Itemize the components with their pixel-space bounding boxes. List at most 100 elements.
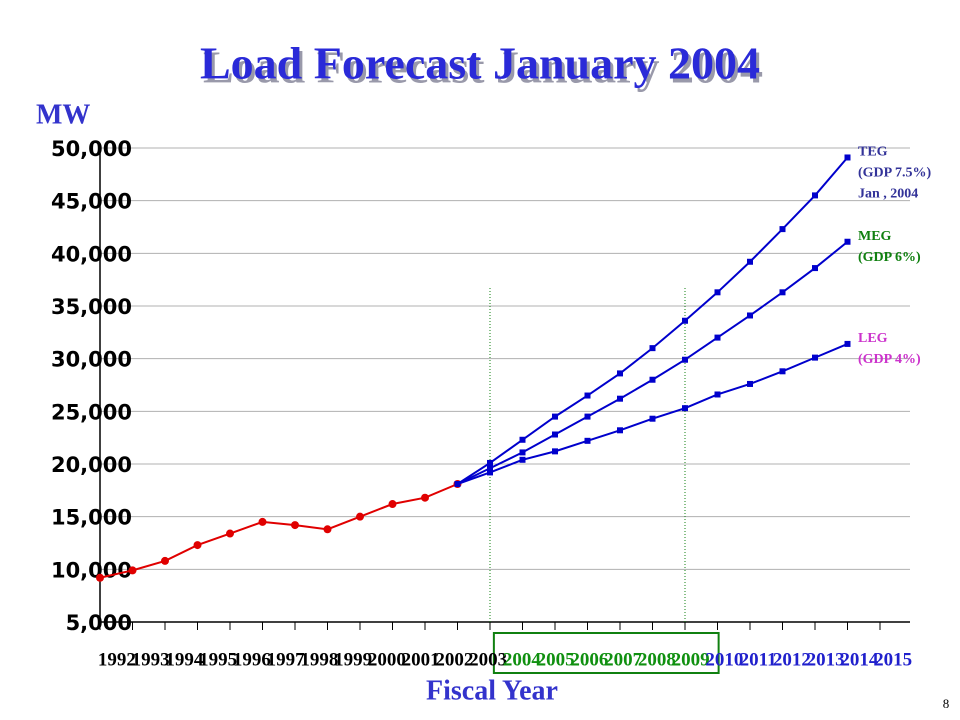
series-note: (GDP 4%): [858, 352, 921, 367]
point: [812, 192, 818, 199]
point: [747, 258, 753, 265]
x-tick-label: 2006: [570, 649, 608, 670]
category-box: [492, 632, 720, 674]
y-tick-label: 5,000: [66, 611, 132, 635]
point: [356, 512, 364, 521]
x-tick-label: 2005: [537, 649, 575, 670]
point: [552, 413, 558, 420]
point: [519, 449, 526, 456]
x-tick-label: 2008: [638, 649, 676, 670]
point: [519, 456, 526, 463]
series-line: [456, 156, 849, 485]
point: [454, 481, 461, 488]
point: [291, 521, 299, 530]
point: [714, 391, 721, 398]
point: [128, 566, 137, 575]
point: [844, 154, 851, 161]
x-tick-label: 1998: [300, 649, 338, 670]
point: [552, 431, 558, 438]
point: [258, 517, 267, 526]
y-tick-label: 25,000: [51, 400, 132, 424]
x-tick-label: 2009: [672, 649, 710, 670]
x-tick-label: 2004: [503, 649, 542, 670]
x-tick-label: 1994: [165, 649, 204, 670]
point: [779, 368, 786, 375]
series-line: [457, 240, 849, 485]
point: [747, 312, 753, 319]
point: [161, 556, 169, 565]
y-tick-label: 50,000: [51, 137, 132, 161]
point: [779, 226, 786, 233]
page-number: 8: [943, 696, 950, 711]
point: [552, 448, 558, 455]
y-tick-label: 10,000: [51, 558, 132, 582]
x-tick-label: 2000: [368, 649, 406, 670]
point: [649, 345, 656, 352]
x-tick-label: 2010: [705, 649, 743, 670]
point: [682, 405, 688, 412]
point: [487, 459, 493, 466]
point: [487, 465, 493, 472]
point: [812, 354, 818, 361]
x-tick-label: 2002: [435, 649, 473, 670]
series-label: TEG: [858, 145, 888, 160]
series-note: Jan , 2004: [858, 187, 918, 202]
point: [617, 370, 623, 377]
point: [96, 573, 104, 582]
point: [714, 334, 721, 341]
point: [388, 500, 397, 509]
point: [226, 529, 234, 538]
y-tick-label: 45,000: [51, 190, 132, 214]
x-tick-label: 2013: [807, 649, 845, 670]
point: [617, 395, 623, 402]
x-tick-label: 1993: [132, 649, 170, 670]
point: [649, 415, 656, 422]
series-label: LEG: [858, 331, 888, 346]
x-tick-label: 2012: [773, 649, 811, 670]
title-shadow: Load Forecast January 2004: [203, 42, 763, 93]
x-tick-label: 2014: [840, 649, 879, 670]
x-tick-label: 1995: [199, 649, 237, 670]
y-tick-label: 30,000: [51, 348, 132, 372]
x-tick-label: 2003: [469, 649, 507, 670]
x-tick-label: 1996: [233, 649, 271, 670]
point: [649, 376, 656, 383]
chart-title: Load Forecast January 2004: [200, 38, 760, 89]
point: [584, 437, 591, 444]
point: [747, 380, 753, 387]
x-tick-label: 1997: [267, 649, 306, 670]
y-tick-label: 35,000: [51, 295, 132, 319]
x-tick-label: 2015: [874, 649, 912, 670]
point: [487, 469, 493, 476]
point: [844, 238, 851, 245]
x-tick-label: 2011: [740, 649, 777, 670]
point: [519, 436, 526, 443]
y-tick-label: 20,000: [51, 453, 132, 477]
point: [682, 317, 688, 324]
point: [617, 427, 623, 434]
y-tick-label: 40,000: [51, 242, 132, 266]
point: [584, 392, 591, 399]
point: [682, 356, 688, 363]
x-tick-label: 2001: [402, 649, 440, 670]
series-label: MEG: [858, 229, 892, 244]
x-tick-label: 1999: [334, 649, 372, 670]
series-note: (GDP 6%): [858, 250, 921, 265]
point: [421, 493, 429, 502]
point: [584, 413, 591, 420]
y-tick-label: 15,000: [51, 506, 132, 530]
point: [323, 525, 332, 534]
point: [844, 340, 851, 347]
y-axis-label: MW: [36, 99, 90, 130]
x-tick-label: 2007: [604, 649, 643, 670]
x-tick-label: 1992: [98, 649, 136, 670]
point: [812, 265, 818, 272]
point: [714, 289, 721, 296]
series-note: (GDP 7.5%): [858, 166, 931, 181]
point: [193, 541, 202, 550]
series-line: [99, 483, 458, 579]
series-line: [457, 342, 848, 485]
x-axis-label: Fiscal Year: [426, 675, 558, 706]
point: [779, 289, 786, 296]
